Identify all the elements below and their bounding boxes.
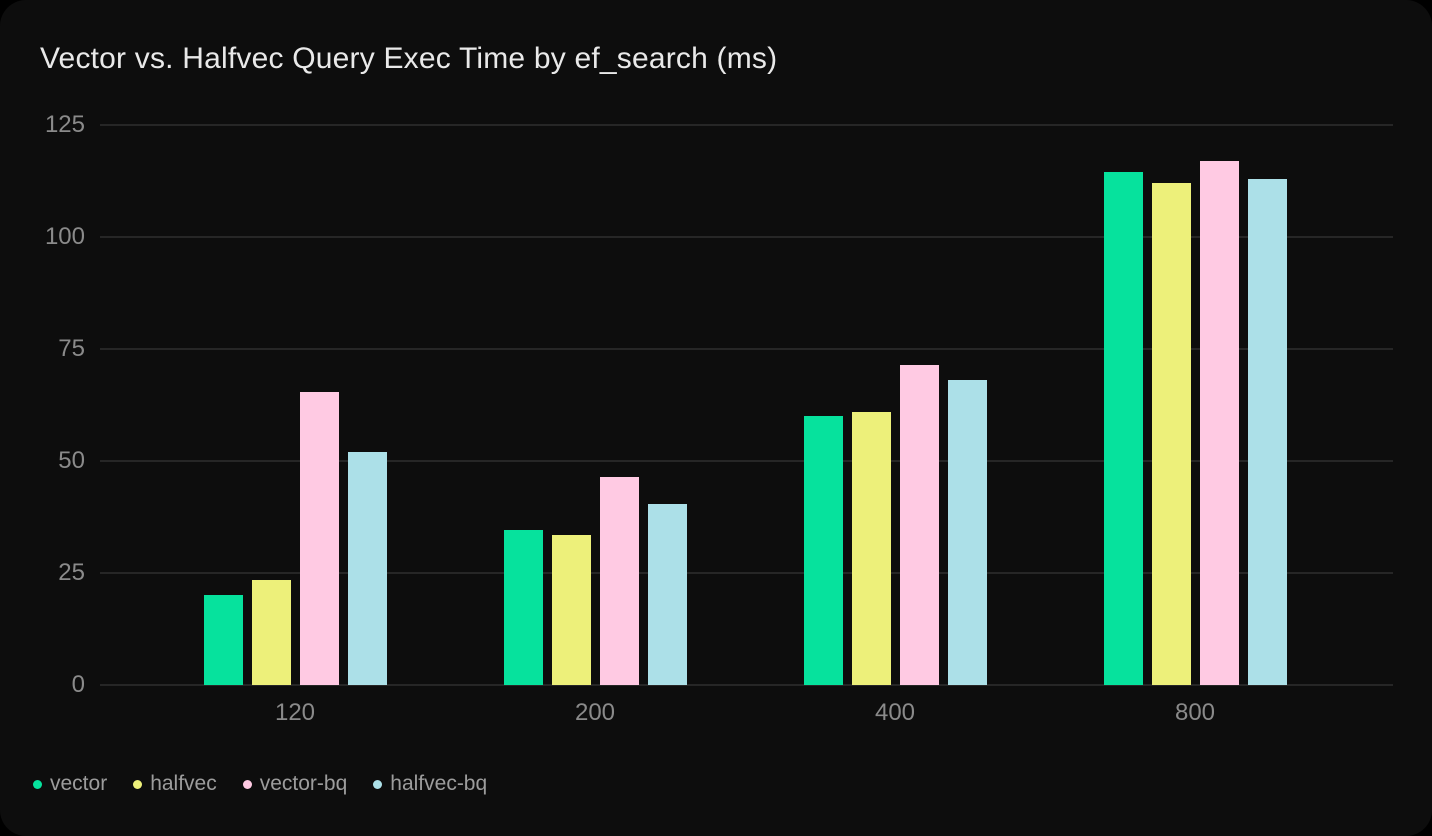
bar-vector-bq-120[interactable] [299,391,339,685]
gridline-25 [100,572,1393,574]
bar-halfvec-bq-400[interactable] [947,380,987,685]
y-axis-tick-100: 100 [44,223,85,250]
bars-container [145,125,1345,685]
y-axis-tick-125: 125 [44,111,85,138]
bar-halfvec-120[interactable] [251,579,291,685]
x-axis-label-200: 200 [574,699,616,726]
x-axis-label-120: 120 [274,699,316,726]
bar-halfvec-400[interactable] [851,411,891,685]
bar-vector-400[interactable] [803,416,843,685]
x-axis-labels: 120 200 400 800 [145,699,1345,727]
legend-label-vector-bq: vector-bq [259,772,348,795]
legend-label-vector: vector [50,772,108,795]
gridline-50 [100,460,1393,462]
legend-label-halfvec: halfvec [150,772,217,795]
legend-swatch-halfvec-bq [373,779,383,789]
bar-vector-bq-800[interactable] [1199,160,1239,685]
bar-group-400 [745,125,1045,685]
plot-area [100,124,1393,686]
bar-halfvec-bq-200[interactable] [647,503,687,685]
legend-swatch-vector [33,779,42,789]
x-axis-label-800: 800 [1174,699,1216,726]
bar-vector-200[interactable] [503,530,543,685]
gridline-75 [100,348,1393,350]
bar-halfvec-200[interactable] [551,534,591,685]
legend: vector halfvec vector-bq halfvec-bq [33,769,487,799]
y-axis-tick-25: 25 [58,559,85,586]
bar-group-120 [145,125,445,685]
x-axis-label-400: 400 [874,699,916,726]
y-axis-tick-75: 75 [58,335,85,362]
legend-item-halfvec[interactable]: halfvec [133,772,217,796]
y-axis-labels: 0 25 50 75 100 125 [0,111,85,698]
legend-item-halfvec-bq[interactable]: halfvec-bq [373,772,487,796]
chart-title: Vector vs. Halfvec Query Exec Time by ef… [40,42,778,75]
y-axis-tick-50: 50 [58,447,85,474]
gridline-100 [100,236,1393,238]
legend-item-vector-bq[interactable]: vector-bq [242,772,348,796]
y-axis-tick-0: 0 [71,671,85,698]
bar-group-200 [445,125,745,685]
bar-vector-bq-400[interactable] [899,364,939,685]
bar-vector-bq-200[interactable] [599,476,639,685]
bar-vector-800[interactable] [1103,172,1143,685]
bar-halfvec-bq-120[interactable] [347,452,387,685]
bar-halfvec-800[interactable] [1151,183,1191,685]
legend-label-halfvec-bq: halfvec-bq [390,772,488,795]
legend-item-vector[interactable]: vector [33,772,107,796]
gridline-0 [100,684,1393,686]
bar-halfvec-bq-800[interactable] [1247,178,1287,685]
bar-vector-120[interactable] [203,595,243,685]
legend-swatch-halfvec [133,779,143,789]
bar-group-800 [1045,125,1345,685]
legend-swatch-vector-bq [242,779,252,789]
gridline-125 [100,124,1393,126]
